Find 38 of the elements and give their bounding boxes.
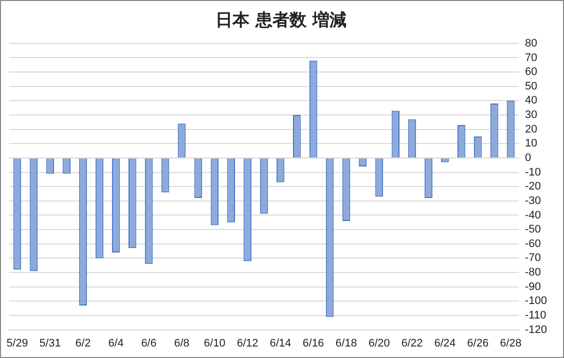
chart-title: 日本 患者数 増減 <box>216 10 346 31</box>
y-tick-label: -70 <box>524 252 541 264</box>
x-tick-label: 6/8 <box>174 337 190 350</box>
y-tick-label: 40 <box>524 94 538 107</box>
y-tick-label: -60 <box>524 238 541 250</box>
x-tick-label: 6/28 <box>500 337 522 350</box>
y-tick-label: -50 <box>524 224 541 236</box>
x-tick-label: 6/26 <box>467 337 489 350</box>
x-tick-label: 5/29 <box>6 337 28 350</box>
y-tick-label: -110 <box>524 310 546 322</box>
y-tick-label: -10 <box>524 166 541 178</box>
x-tick-label: 6/2 <box>75 337 91 350</box>
y-tick-label: -40 <box>524 209 541 222</box>
x-tick-label: 6/20 <box>368 337 390 350</box>
x-tick-label: 6/18 <box>336 337 357 350</box>
x-tick-label: 6/12 <box>236 337 258 350</box>
y-tick-label: 20 <box>524 123 538 136</box>
x-tick-label: 6/10 <box>204 337 226 350</box>
y-tick-label: -20 <box>524 180 541 193</box>
y-tick-label: -90 <box>524 280 541 293</box>
y-tick-label: -30 <box>524 194 541 207</box>
y-tick-label: 50 <box>524 80 538 92</box>
x-tick-label: 6/16 <box>302 337 324 350</box>
x-tick-label: 6/14 <box>270 337 292 350</box>
y-tick-label: 70 <box>524 52 538 64</box>
x-tick-label: 5/31 <box>39 337 61 350</box>
x-tick-label: 6/24 <box>434 337 456 350</box>
y-tick-label: 60 <box>524 66 538 78</box>
y-tick-label: -80 <box>524 266 541 279</box>
y-tick-label: 0 <box>524 152 532 164</box>
y-tick-label: 30 <box>524 109 538 122</box>
y-tick-label: 80 <box>524 37 538 50</box>
y-tick-label: -120 <box>524 324 548 336</box>
x-tick-label: 6/6 <box>141 337 156 350</box>
x-tick-label: 6/22 <box>401 337 423 350</box>
y-tick-label: 10 <box>524 138 538 150</box>
x-tick-label: 6/4 <box>108 337 124 350</box>
y-tick-label: -100 <box>524 295 548 308</box>
